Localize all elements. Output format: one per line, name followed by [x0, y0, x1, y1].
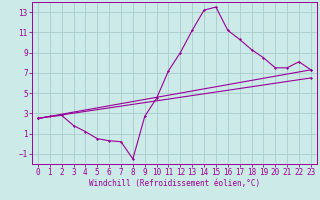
X-axis label: Windchill (Refroidissement éolien,°C): Windchill (Refroidissement éolien,°C)	[89, 179, 260, 188]
